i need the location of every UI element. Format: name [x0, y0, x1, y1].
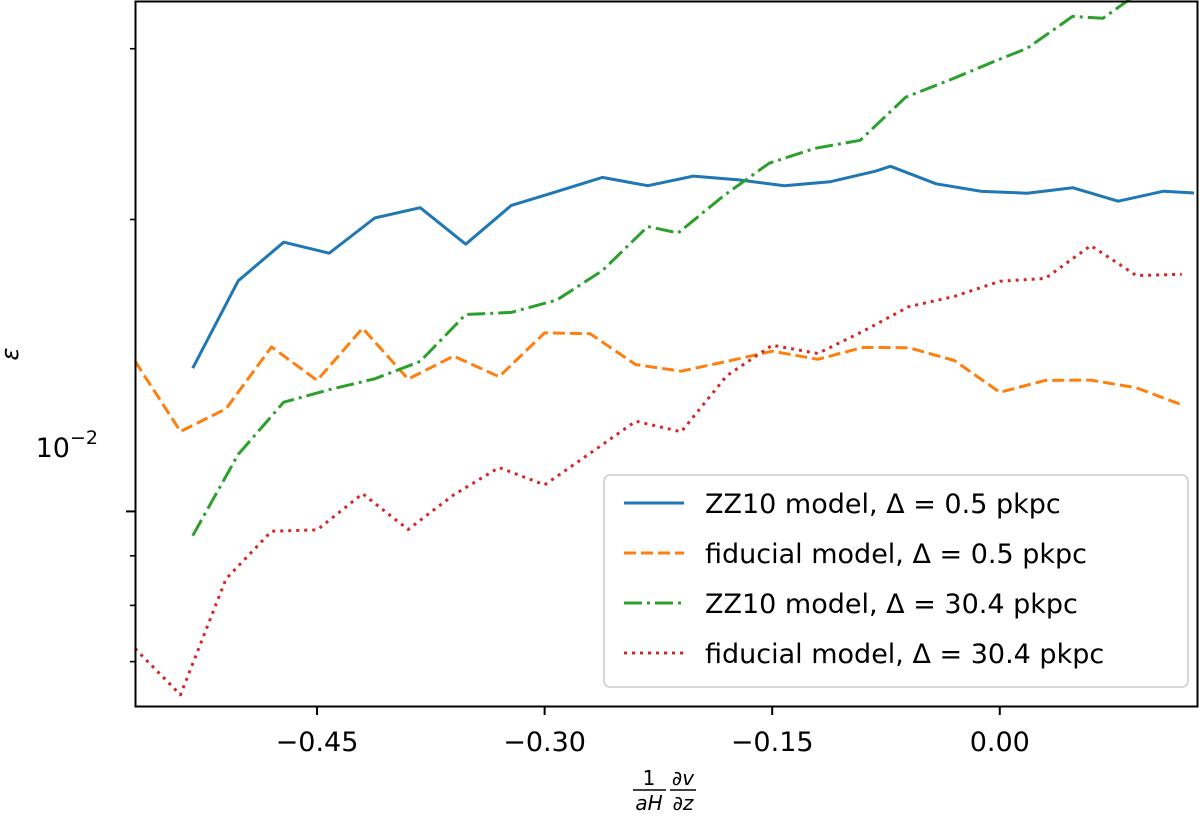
- y-axis-label-text: ε: [0, 347, 24, 360]
- y-tick-label: 10−2: [36, 427, 98, 464]
- legend-label: ZZ10 model, Δ = 0.5 pkpc: [705, 489, 1061, 520]
- series-layer: [133, 0, 1195, 697]
- y-axis-label: ε: [0, 347, 24, 360]
- axes-layer: [134, 0, 1199, 708]
- legend-entry: ZZ10 model, Δ = 30.4 pkpc: [624, 589, 1078, 620]
- x-tick-label: −0.30: [503, 727, 586, 758]
- x-label-den-2: ∂z: [673, 791, 694, 813]
- x-axis-label: 1 aH ∂v ∂z: [633, 766, 696, 815]
- legend-entry: ZZ10 model, Δ = 0.5 pkpc: [624, 489, 1061, 520]
- x-tick-label: −0.15: [731, 727, 814, 758]
- x-label-den-1: aH: [635, 791, 662, 813]
- x-label-num-2: ∂v: [672, 766, 695, 790]
- x-ticks: −0.45 −0.30 −0.15 0.00: [276, 706, 1030, 758]
- legend-label: fiducial model, Δ = 30.4 pkpc: [705, 639, 1104, 670]
- legend-entry: fiducial model, Δ = 0.5 pkpc: [624, 539, 1087, 570]
- x-tick-label: −0.45: [276, 727, 359, 758]
- legend-label: fiducial model, Δ = 0.5 pkpc: [705, 539, 1087, 570]
- legend: ZZ10 model, Δ = 0.5 pkpc fiducial model,…: [603, 474, 1189, 688]
- series-line: [133, 326, 1183, 433]
- series-line: [191, 0, 1132, 537]
- x-tick-label: 0.00: [970, 727, 1030, 758]
- legend-frame: [603, 474, 1189, 688]
- x-label-num-1: 1: [643, 766, 656, 790]
- legend-label: ZZ10 model, Δ = 30.4 pkpc: [705, 589, 1078, 620]
- legend-entry: fiducial model, Δ = 30.4 pkpc: [624, 639, 1104, 670]
- y-ticks: 10−2: [36, 47, 135, 663]
- axes-frame: [134, 0, 1199, 708]
- series-line: [191, 164, 1195, 369]
